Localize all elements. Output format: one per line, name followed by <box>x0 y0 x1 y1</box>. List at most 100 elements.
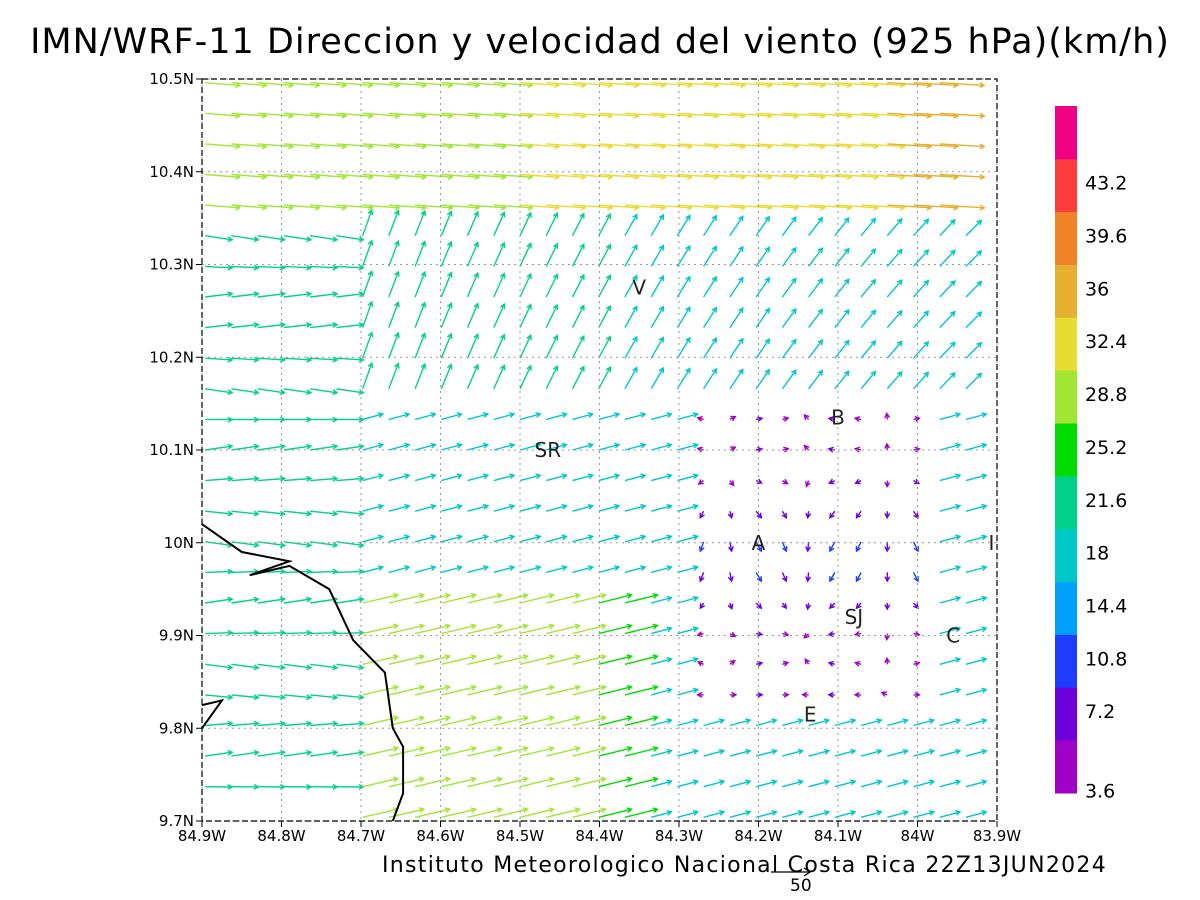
wind-arrow <box>466 210 479 236</box>
wind-arrow <box>257 443 287 451</box>
colorbar-label: 14.4 <box>1085 596 1127 618</box>
wind-arrow <box>886 217 903 237</box>
wind-arrow <box>598 442 621 451</box>
x-tick-label: 84.7W <box>337 827 385 845</box>
wind-arrow <box>677 626 700 635</box>
wind-arrow <box>884 602 891 611</box>
wind-arrow <box>572 715 608 727</box>
wind-arrow <box>283 321 313 329</box>
wind-arrow <box>283 629 313 636</box>
wind-arrow <box>598 243 611 267</box>
wind-arrow <box>939 143 986 150</box>
wind-arrow <box>257 291 287 298</box>
wind-arrow <box>804 657 811 665</box>
wind-arrow <box>362 534 385 543</box>
wind-arrow <box>697 479 704 485</box>
wind-arrow <box>493 333 506 359</box>
wind-arrow <box>310 783 339 790</box>
wind-arrow <box>677 565 700 574</box>
wind-arrow <box>414 715 452 727</box>
wind-arrow <box>965 595 988 604</box>
place-label: V <box>632 276 646 300</box>
y-tick-label: 10.4N <box>149 163 194 181</box>
wind-arrow <box>801 691 809 698</box>
wind-arrow <box>310 475 339 482</box>
wind-arrow <box>703 337 718 359</box>
wind-arrow <box>782 748 805 757</box>
wind-arrow <box>414 301 427 328</box>
reference-vector-arrow <box>771 867 812 877</box>
wind-arrow <box>677 748 700 757</box>
wind-arrow <box>860 748 883 757</box>
wind-arrow <box>808 718 831 727</box>
x-tick-label: 84.4W <box>575 827 623 845</box>
wind-arrow <box>805 541 812 553</box>
wind-arrow <box>651 810 673 818</box>
wind-arrow <box>755 276 771 298</box>
wind-arrow <box>651 595 673 604</box>
wind-arrow <box>414 332 427 359</box>
wind-arrow <box>283 356 313 363</box>
colorbar-swatch <box>1055 264 1077 318</box>
wind-arrow <box>808 779 831 788</box>
wind-arrow <box>781 369 797 390</box>
x-tick-label: 83.9W <box>973 827 1021 845</box>
wind-arrow <box>388 745 426 757</box>
wind-arrow <box>519 807 556 818</box>
colorbar-swatch <box>1055 581 1077 635</box>
wind-arrow <box>414 592 452 604</box>
wind-arrow <box>546 623 582 635</box>
colorbar-swatch <box>1055 317 1077 371</box>
wind-arrow <box>912 279 930 298</box>
wind-arrow <box>283 510 313 517</box>
wind-arrow <box>729 337 744 359</box>
wind-arrow <box>965 748 988 757</box>
wind-arrow <box>782 660 790 667</box>
wind-arrow <box>781 541 788 553</box>
wind-arrow <box>572 654 608 665</box>
wind-arrow <box>624 213 638 237</box>
wind-arrow <box>257 596 287 604</box>
wind-arrow <box>827 478 836 485</box>
wind-arrow <box>913 446 921 453</box>
wind-arrow <box>834 216 850 237</box>
colorbar-swatch <box>1055 106 1077 160</box>
wind-arrow <box>257 388 287 396</box>
wind-arrow <box>441 776 478 788</box>
wind-arrow <box>755 810 778 818</box>
wind-arrow <box>231 321 260 329</box>
wind-arrow <box>441 623 478 635</box>
wind-arrow <box>598 684 633 696</box>
wind-arrow <box>257 416 287 423</box>
wind-arrow <box>860 370 877 390</box>
wind-arrow <box>546 503 568 512</box>
wind-arrow <box>965 657 988 665</box>
wind-arrow <box>257 264 287 271</box>
wind-arrow <box>805 602 812 611</box>
wind-arrow <box>493 364 506 390</box>
wind-arrow <box>860 278 877 298</box>
wind-arrow <box>231 720 260 727</box>
wind-arrow <box>309 388 339 396</box>
colorbar-swatch <box>1055 740 1077 794</box>
wind-arrow <box>965 565 988 574</box>
wind-arrow <box>572 412 595 421</box>
wind-arrow <box>781 307 797 329</box>
wind-arrow <box>676 244 691 267</box>
wind-arrow <box>884 541 891 553</box>
wind-arrow <box>939 112 986 119</box>
wind-arrow <box>441 473 463 482</box>
wind-arrow <box>884 442 891 451</box>
y-tick-label: 10N <box>164 534 194 552</box>
wind-arrow <box>939 341 956 359</box>
wind-arrow <box>572 565 595 574</box>
wind-arrow <box>965 372 983 390</box>
wind-arrow <box>545 303 559 328</box>
wind-arrow <box>283 388 313 396</box>
wind-arrow <box>805 572 812 583</box>
wind-arrow <box>336 475 365 482</box>
wind-arrow <box>519 272 532 298</box>
wind-arrow <box>493 241 506 267</box>
wind-arrow <box>808 369 824 390</box>
wind-arrow <box>310 720 339 727</box>
